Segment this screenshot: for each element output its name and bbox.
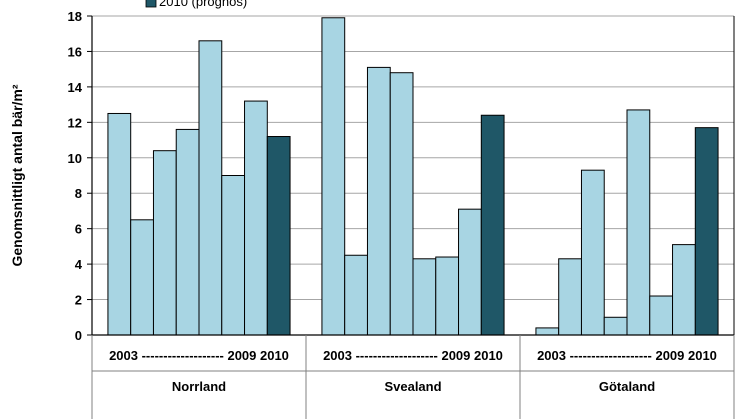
y-axis-title: Genomsnittligt antal bär/m² <box>9 84 25 266</box>
bar-norrland-2007 <box>198 40 223 336</box>
bar-götaland-2007 <box>626 109 651 336</box>
bar-götaland-2003 <box>535 327 560 336</box>
y-tick-label-8: 8 <box>75 186 82 201</box>
bar-norrland-2004 <box>130 219 154 336</box>
y-tick-label-2: 2 <box>75 293 82 308</box>
bar-svealand-2006 <box>389 72 414 336</box>
y-tick-label-12: 12 <box>68 115 82 130</box>
region-label-svealand: Svealand <box>384 379 441 394</box>
year-range-label-svealand: 2003 ------------------- 2009 2010 <box>323 348 503 363</box>
region-label-götaland: Götaland <box>599 379 655 394</box>
bar-norrland-2006 <box>175 128 200 336</box>
bar-götaland-2010 <box>694 127 719 336</box>
bar-svealand-2010 <box>480 114 505 336</box>
bars <box>107 17 719 336</box>
axes <box>87 15 735 419</box>
region-label-norrland: Norrland <box>172 379 226 394</box>
bar-norrland-2003 <box>107 112 132 336</box>
y-tick-label-4: 4 <box>75 257 83 272</box>
bar-norrland-2009 <box>244 100 268 336</box>
year-range-label-götaland: 2003 ------------------- 2009 2010 <box>537 348 717 363</box>
bar-norrland-2010 <box>266 136 291 336</box>
year-range-label-norrland: 2003 ------------------- 2009 2010 <box>109 348 289 363</box>
y-tick-label-18: 18 <box>68 9 82 24</box>
bar-svealand-2008 <box>435 256 460 336</box>
y-tick-label-16: 16 <box>68 44 82 59</box>
bar-götaland-2005 <box>580 169 605 336</box>
y-tick-label-0: 0 <box>75 328 82 343</box>
y-tick-label-6: 6 <box>75 222 82 237</box>
bar-götaland-2006 <box>603 316 628 336</box>
bar-svealand-2005 <box>366 66 391 336</box>
bar-svealand-2003 <box>321 17 346 336</box>
legend-swatch-0 <box>145 0 157 8</box>
bar-svealand-2004 <box>344 254 368 336</box>
labels: 0 2 4 6 8 10 12 14 16 18 Genomsnittligt antal bär/… <box>9 9 717 394</box>
bar-norrland-2008 <box>221 175 246 336</box>
bar-norrland-2005 <box>152 150 177 336</box>
y-tick-label-10: 10 <box>68 151 82 166</box>
legend-label-0: 2010 (prognos) <box>159 0 247 9</box>
bar-svealand-2009 <box>458 208 482 336</box>
bar-götaland-2008 <box>649 295 674 336</box>
bar-svealand-2007 <box>412 258 437 336</box>
bar-götaland-2009 <box>672 244 696 336</box>
bar-götaland-2004 <box>558 258 582 336</box>
y-tick-label-14: 14 <box>68 80 83 95</box>
legend: 2010 (prognos) <box>145 0 247 9</box>
